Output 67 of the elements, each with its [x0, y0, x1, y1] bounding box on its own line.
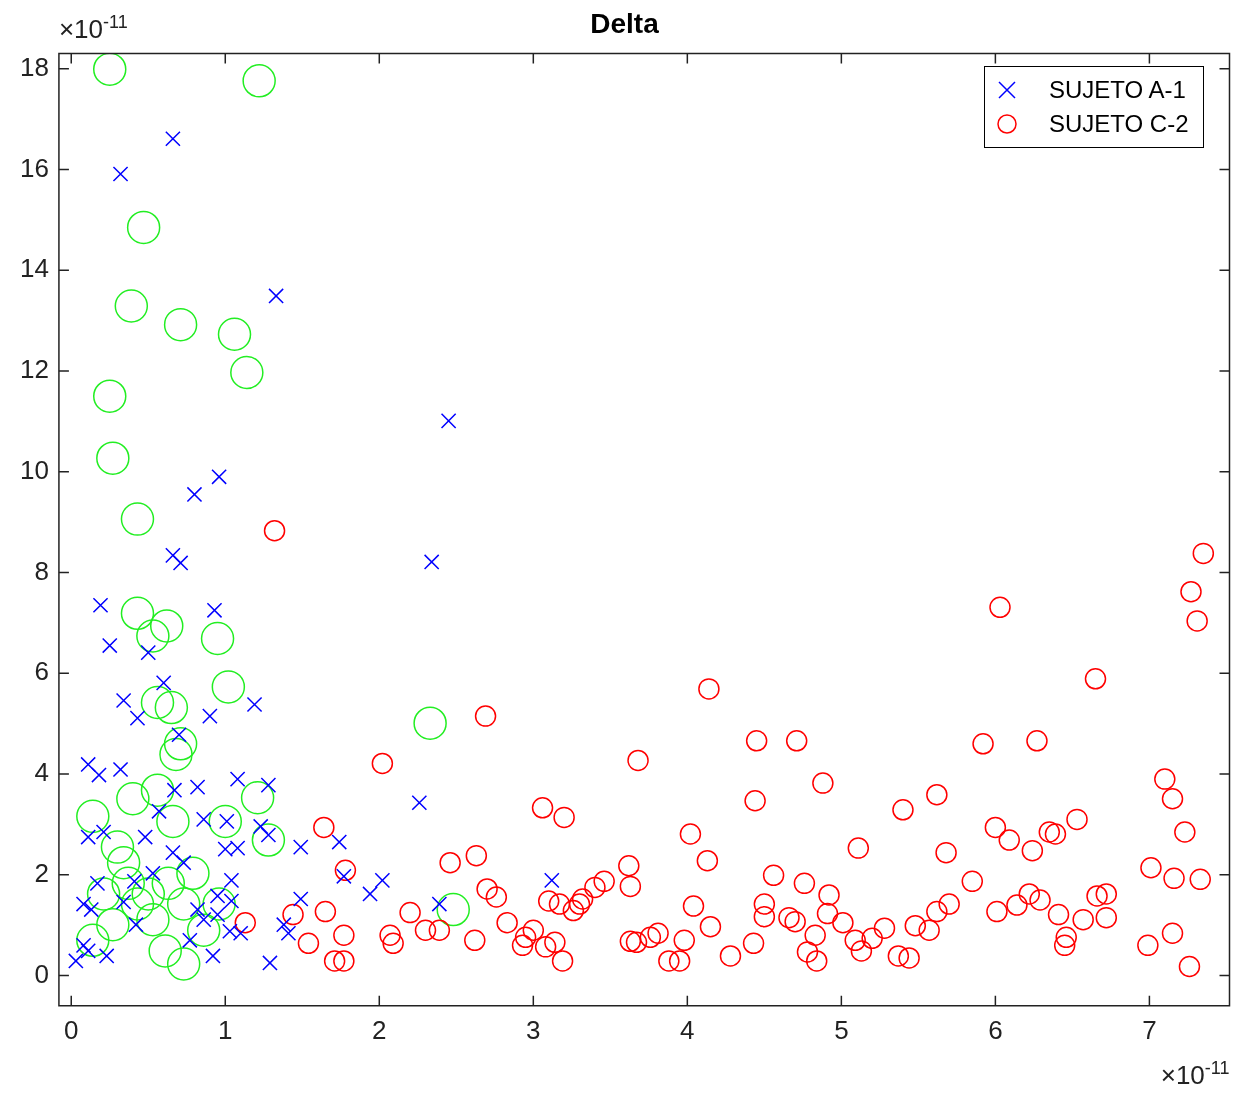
point: [126, 210, 161, 245]
y-tick-label: 12: [20, 354, 49, 385]
point: [106, 845, 141, 880]
point: [230, 355, 264, 390]
point: [111, 866, 145, 901]
point: [154, 690, 189, 725]
point: [151, 866, 186, 901]
y-tick-label: 14: [20, 253, 49, 284]
point: [86, 877, 121, 911]
point: [120, 502, 155, 536]
point: [96, 907, 130, 942]
legend-label: SUJETO C-2: [1048, 109, 1189, 138]
point: [208, 804, 243, 839]
point: [251, 823, 286, 857]
point: [436, 892, 470, 927]
point: [93, 53, 127, 86]
point: [140, 773, 175, 807]
point: [116, 781, 150, 816]
point: [242, 64, 276, 98]
x-tick-label: 7: [1142, 1014, 1157, 1045]
point: [186, 913, 221, 947]
point: [114, 289, 149, 323]
legend-label: SUJETO A-1: [1048, 75, 1186, 104]
chart-title: Delta: [590, 7, 660, 39]
point: [120, 887, 155, 921]
point: [217, 317, 252, 351]
point: [163, 727, 198, 761]
text: ×10$^{-11}$: [1160, 1057, 1230, 1091]
y-tick-label: 8: [34, 555, 49, 586]
x-tick-label: 0: [64, 1014, 79, 1045]
y-tick-label: 6: [34, 656, 49, 687]
point: [211, 670, 246, 704]
point: [120, 596, 155, 631]
y-tick-label: 0: [34, 958, 49, 989]
point: [93, 379, 127, 413]
point: [163, 307, 198, 342]
point: [96, 441, 130, 475]
point: [76, 923, 110, 958]
y-tick-label: 2: [34, 857, 49, 888]
point: [166, 887, 201, 921]
point: [159, 737, 193, 772]
point: [166, 947, 201, 981]
point: [136, 619, 170, 653]
point: [413, 706, 447, 740]
point: [176, 856, 210, 891]
point: [240, 780, 275, 815]
x-tick-label: 6: [988, 1014, 1003, 1045]
point: [202, 887, 236, 921]
y-tick-label: 4: [34, 757, 49, 788]
x-tick-label: 4: [680, 1014, 695, 1045]
y-tick-label: 16: [20, 152, 49, 183]
point: [148, 934, 182, 968]
point: [140, 685, 175, 720]
point: [76, 799, 110, 834]
point: [131, 877, 165, 911]
x-tick-label: 5: [834, 1014, 849, 1045]
x-tick-label: 3: [526, 1014, 541, 1045]
y-tick-label: 18: [20, 51, 49, 82]
x-tick-label: 2: [372, 1014, 387, 1045]
x-tick-label: 1: [218, 1014, 233, 1045]
y-tick-label: 10: [20, 454, 49, 485]
point: [149, 609, 184, 643]
point: [156, 804, 190, 839]
point: [200, 621, 235, 656]
text: ×10$^{-11}$: [58, 11, 128, 45]
point: [136, 902, 170, 937]
point: [100, 830, 135, 864]
